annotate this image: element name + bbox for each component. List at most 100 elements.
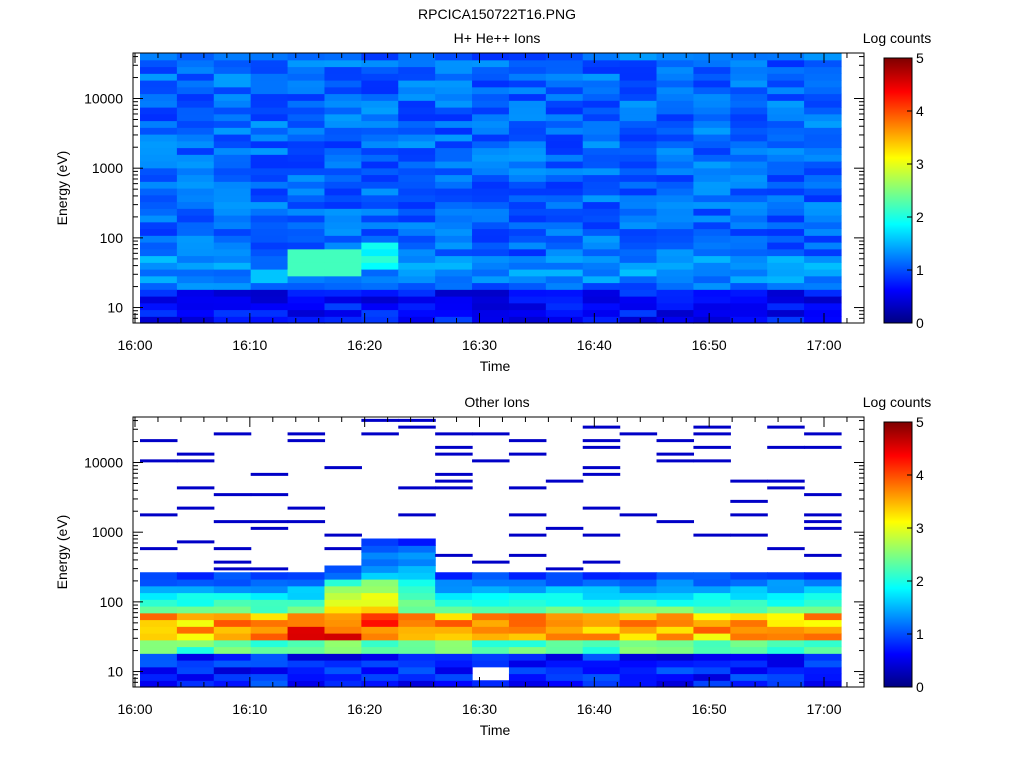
colorbar-swatch [884, 450, 912, 452]
colorbar-swatch [884, 446, 912, 448]
heatmap-cell [176, 639, 215, 648]
heatmap-cell [435, 86, 473, 95]
colorbar-swatch [884, 618, 912, 620]
heatmap-cell [213, 59, 252, 68]
heatmap-cell [619, 174, 658, 182]
y-tick-label: 100 [100, 594, 124, 610]
colorbar-swatch [884, 236, 912, 238]
colorbar-swatch [884, 121, 912, 123]
heatmap-cell [767, 633, 805, 641]
heatmap-cell [472, 633, 510, 641]
colorbar-swatch [884, 544, 912, 546]
colorbar-swatch [884, 133, 912, 135]
heatmap-cell [545, 269, 584, 277]
heatmap-cell [582, 592, 621, 600]
heatmap-cell [435, 228, 473, 236]
colorbar-swatch [884, 235, 912, 237]
x-axis-label: Time [480, 722, 511, 738]
heatmap-cell [361, 255, 399, 263]
colorbar-swatch [884, 126, 912, 128]
heatmap-cell [324, 565, 362, 573]
x-tick-label: 16:30 [462, 701, 497, 717]
heatmap-cell [619, 619, 658, 627]
heatmap-cell [287, 242, 326, 250]
heatmap-cell [582, 309, 621, 317]
heatmap-cell [767, 269, 805, 277]
heatmap-cell [619, 653, 658, 661]
colorbar-swatch [884, 564, 912, 566]
heatmap-cell [656, 289, 695, 297]
heatmap-cell [435, 73, 473, 81]
heatmap-cell [361, 242, 399, 250]
heatmap-cell [508, 201, 547, 209]
colorbar-swatch [884, 571, 912, 573]
heatmap-cell [324, 599, 362, 607]
heatmap-cell [656, 161, 695, 169]
colorbar-label: Log counts [863, 30, 932, 46]
colorbar-tick-label: 2 [916, 573, 924, 589]
colorbar-swatch [884, 659, 912, 661]
colorbar-swatch [884, 460, 912, 462]
heatmap-cell [250, 255, 289, 263]
heatmap-cell [176, 161, 215, 169]
colorbar-swatch [884, 237, 912, 239]
heatmap-cell [508, 289, 547, 297]
heatmap-cell [582, 100, 621, 108]
heatmap-cell [435, 201, 473, 209]
heatmap-cell [361, 100, 399, 108]
heatmap-cell [804, 606, 842, 614]
colorbar-swatch [884, 663, 912, 665]
colorbar-swatch [884, 141, 912, 143]
heatmap-cell [656, 86, 695, 95]
heatmap-cell [140, 262, 178, 270]
heatmap-cell [804, 242, 842, 250]
heatmap-cell [730, 513, 768, 517]
heatmap-cell [398, 302, 436, 311]
heatmap-cell [398, 592, 436, 600]
heatmap-cell [656, 73, 695, 81]
heatmap-cell [176, 208, 215, 216]
heatmap-cell [693, 120, 731, 128]
colorbar-swatch [884, 227, 912, 229]
heatmap-cell [324, 167, 362, 176]
colorbar-swatch [884, 96, 912, 98]
heatmap-cell [582, 316, 621, 324]
heatmap-cell [656, 646, 695, 654]
heatmap-cell [250, 639, 289, 648]
heatmap-cell [656, 93, 695, 101]
heatmap-cell [656, 181, 695, 189]
colorbar-swatch [884, 515, 912, 517]
heatmap-cell [213, 493, 252, 497]
heatmap-cell [767, 425, 805, 429]
heatmap-cell [656, 282, 695, 290]
heatmap-cell [582, 120, 621, 128]
heatmap-cell [250, 646, 289, 654]
heatmap-cell [250, 86, 289, 95]
heatmap-cell [213, 547, 252, 551]
heatmap-cell [545, 316, 584, 324]
heatmap-cell [582, 533, 621, 537]
heatmap-cell [619, 235, 658, 243]
colorbar-swatch [884, 647, 912, 649]
heatmap-cell [140, 680, 178, 688]
heatmap-cell [693, 201, 731, 209]
colorbar-swatch [884, 317, 912, 319]
heatmap-cell [287, 248, 326, 257]
heatmap-cell [361, 275, 399, 284]
heatmap-cell [767, 147, 805, 155]
heatmap-cell [361, 53, 399, 61]
heatmap-cell [140, 579, 178, 587]
heatmap-cell [140, 646, 178, 654]
heatmap-cell [730, 201, 768, 209]
heatmap-cell [398, 255, 436, 263]
heatmap-cell [545, 167, 584, 176]
heatmap-cell [730, 619, 768, 627]
colorbar-swatch [884, 309, 912, 311]
heatmap-cell [656, 134, 695, 142]
colorbar-swatch [884, 536, 912, 538]
heatmap-cell [398, 59, 436, 68]
colorbar-swatch [884, 592, 912, 594]
colorbar-swatch [884, 224, 912, 226]
heatmap-cell [176, 680, 215, 688]
